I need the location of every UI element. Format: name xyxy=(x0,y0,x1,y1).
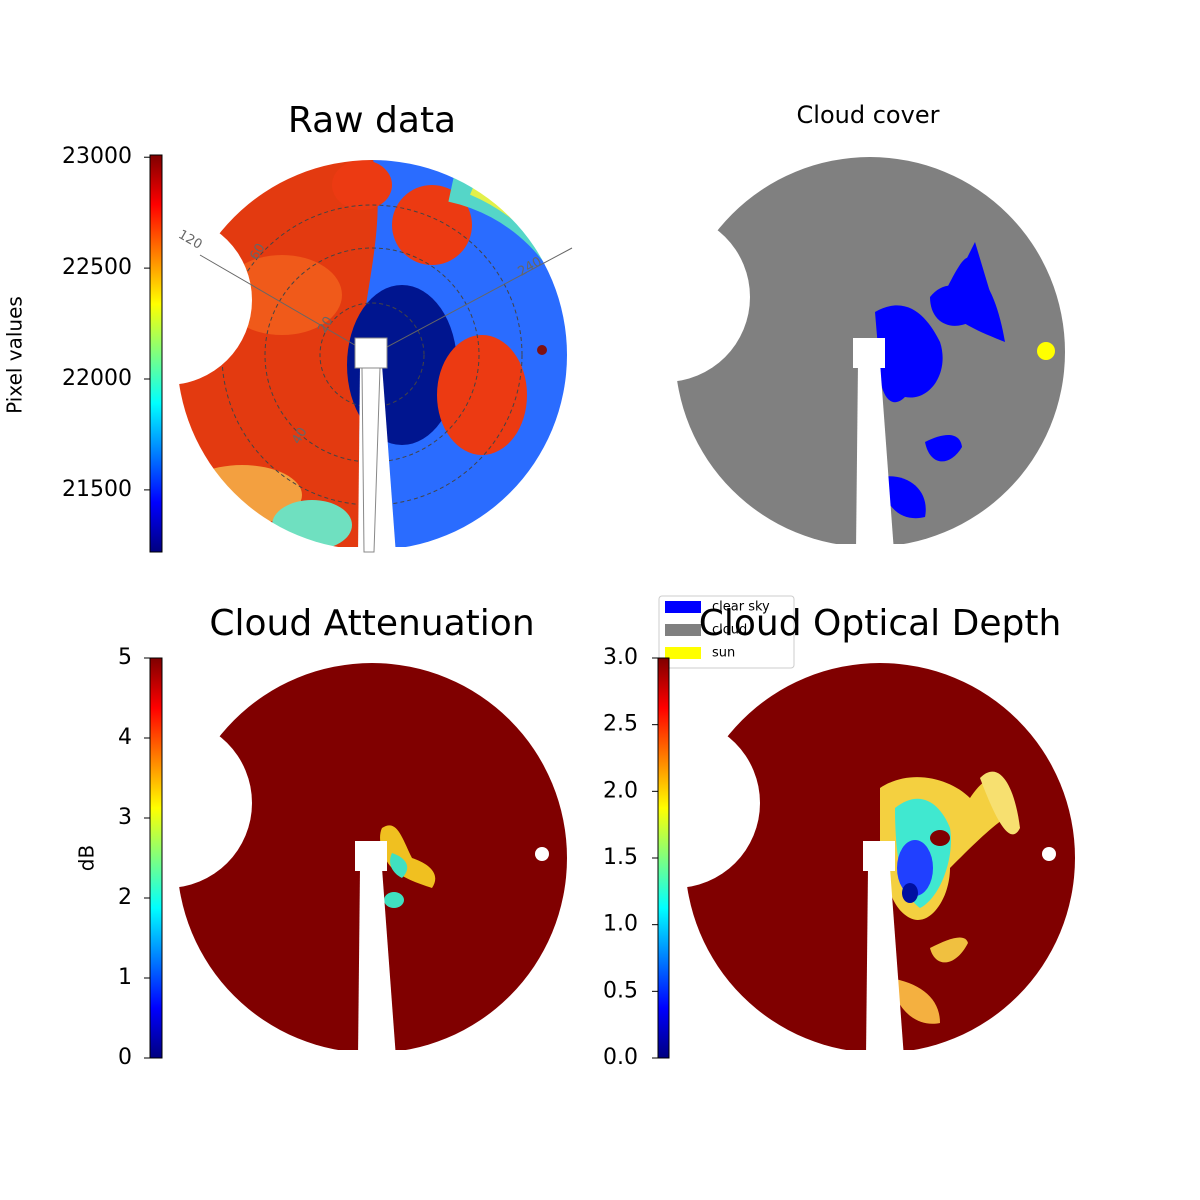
colorbar-tick-label: 2 xyxy=(118,885,132,910)
legend-label: cloud xyxy=(712,623,747,638)
legend-swatch xyxy=(665,601,701,613)
colorbar-tick-label: 23000 xyxy=(62,144,132,169)
colorbar-tick-label: 5 xyxy=(118,645,132,670)
legend-swatch xyxy=(665,647,701,659)
panel-title: Cloud Attenuation xyxy=(209,603,534,644)
optical-depth-image xyxy=(680,658,1080,1058)
polar-label: 60 xyxy=(247,241,268,263)
colorbar-tick-label: 21500 xyxy=(62,477,132,502)
polar-label: 40 xyxy=(289,425,310,447)
colorbar-tick-label: 1.5 xyxy=(603,845,638,870)
attenuation-image xyxy=(172,658,572,1058)
colorbar-tick-label: 0.0 xyxy=(603,1045,638,1070)
polar-label: 20 xyxy=(315,314,336,336)
legend-label: clear sky xyxy=(712,600,770,615)
panel-title: Cloud cover xyxy=(797,101,940,129)
colorbar-label: dB xyxy=(75,845,99,871)
colorbar xyxy=(149,154,163,553)
colorbar-tick-label: 22000 xyxy=(62,366,132,391)
cloud-cover-image xyxy=(670,152,1070,552)
colorbar-tick-label: 1.0 xyxy=(603,912,638,937)
panel-title: Cloud Optical Depth xyxy=(699,603,1062,644)
panel-title: Raw data xyxy=(288,100,456,141)
colorbar-tick-label: 2.0 xyxy=(603,778,638,803)
legend: clear sky cloud sun xyxy=(658,595,795,669)
colorbar-tick-label: 3 xyxy=(118,805,132,830)
colorbar-tick-label: 2.5 xyxy=(603,712,638,737)
colorbar-tick-label: 0 xyxy=(118,1045,132,1070)
legend-label: sun xyxy=(712,646,735,661)
colorbar-tick-label: 3.0 xyxy=(603,645,638,670)
colorbar-tick-label: 1 xyxy=(118,965,132,990)
colorbar-tick-label: 4 xyxy=(118,725,132,750)
colorbar-label: Pixel values xyxy=(3,296,27,414)
colorbar xyxy=(657,657,670,1059)
colorbar-tick-label: 0.5 xyxy=(603,978,638,1003)
raw-image xyxy=(161,144,612,566)
legend-swatch xyxy=(665,624,701,636)
colorbar xyxy=(149,657,163,1059)
colorbar-tick-label: 22500 xyxy=(62,255,132,280)
